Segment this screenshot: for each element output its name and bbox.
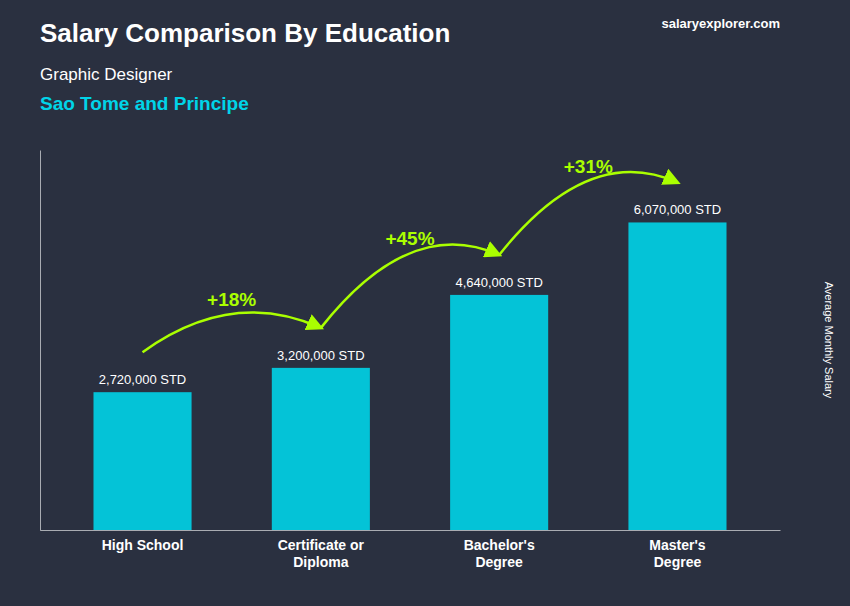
data-label: 6,070,000 STD	[634, 202, 721, 217]
x-axis: High School Certificate orDiploma Bachelor…	[41, 531, 781, 570]
x-tick: Master'sDegree	[649, 537, 705, 570]
x-tick: High School	[102, 537, 184, 553]
annotation-arrow	[321, 244, 499, 327]
annotation: +31%	[564, 156, 613, 177]
plot: High School Certificate orDiploma Bachelor…	[41, 151, 781, 570]
x-tick-label: High School	[102, 537, 184, 553]
chart-container: Salary Comparison By Education Graphic De…	[0, 0, 850, 606]
y-axis-title: Average Monthly Salary	[823, 282, 835, 399]
x-tick-label: Certificate orDiploma	[278, 537, 365, 570]
x-tick: Bachelor'sDegree	[464, 537, 535, 570]
title: Salary Comparison By Education	[40, 18, 450, 48]
annotation-arrow	[499, 172, 677, 255]
x-tick-label: Master'sDegree	[649, 537, 705, 570]
x-tick: Certificate orDiploma	[278, 537, 365, 570]
y-axis	[40, 151, 41, 531]
bar	[93, 392, 191, 530]
x-axis-line	[41, 530, 781, 531]
annotation: +45%	[385, 228, 434, 249]
bars	[93, 222, 726, 530]
data-label: 3,200,000 STD	[277, 348, 364, 363]
y-axis-line	[40, 151, 41, 531]
bar	[272, 368, 370, 530]
annotation: +18%	[207, 289, 256, 310]
annotation-arrow	[143, 313, 321, 353]
x-tick-label: Bachelor'sDegree	[464, 537, 535, 570]
subtitle: Graphic Designer	[40, 65, 173, 84]
background	[0, 0, 850, 606]
source: salaryexplorer.com	[661, 16, 780, 31]
bar	[450, 295, 548, 530]
data-label: 4,640,000 STD	[455, 275, 542, 290]
chart-svg: Salary Comparison By Education Graphic De…	[0, 0, 850, 606]
data-label: 2,720,000 STD	[99, 372, 186, 387]
subtitle: Sao Tome and Principe	[40, 93, 249, 114]
bar	[628, 222, 726, 530]
